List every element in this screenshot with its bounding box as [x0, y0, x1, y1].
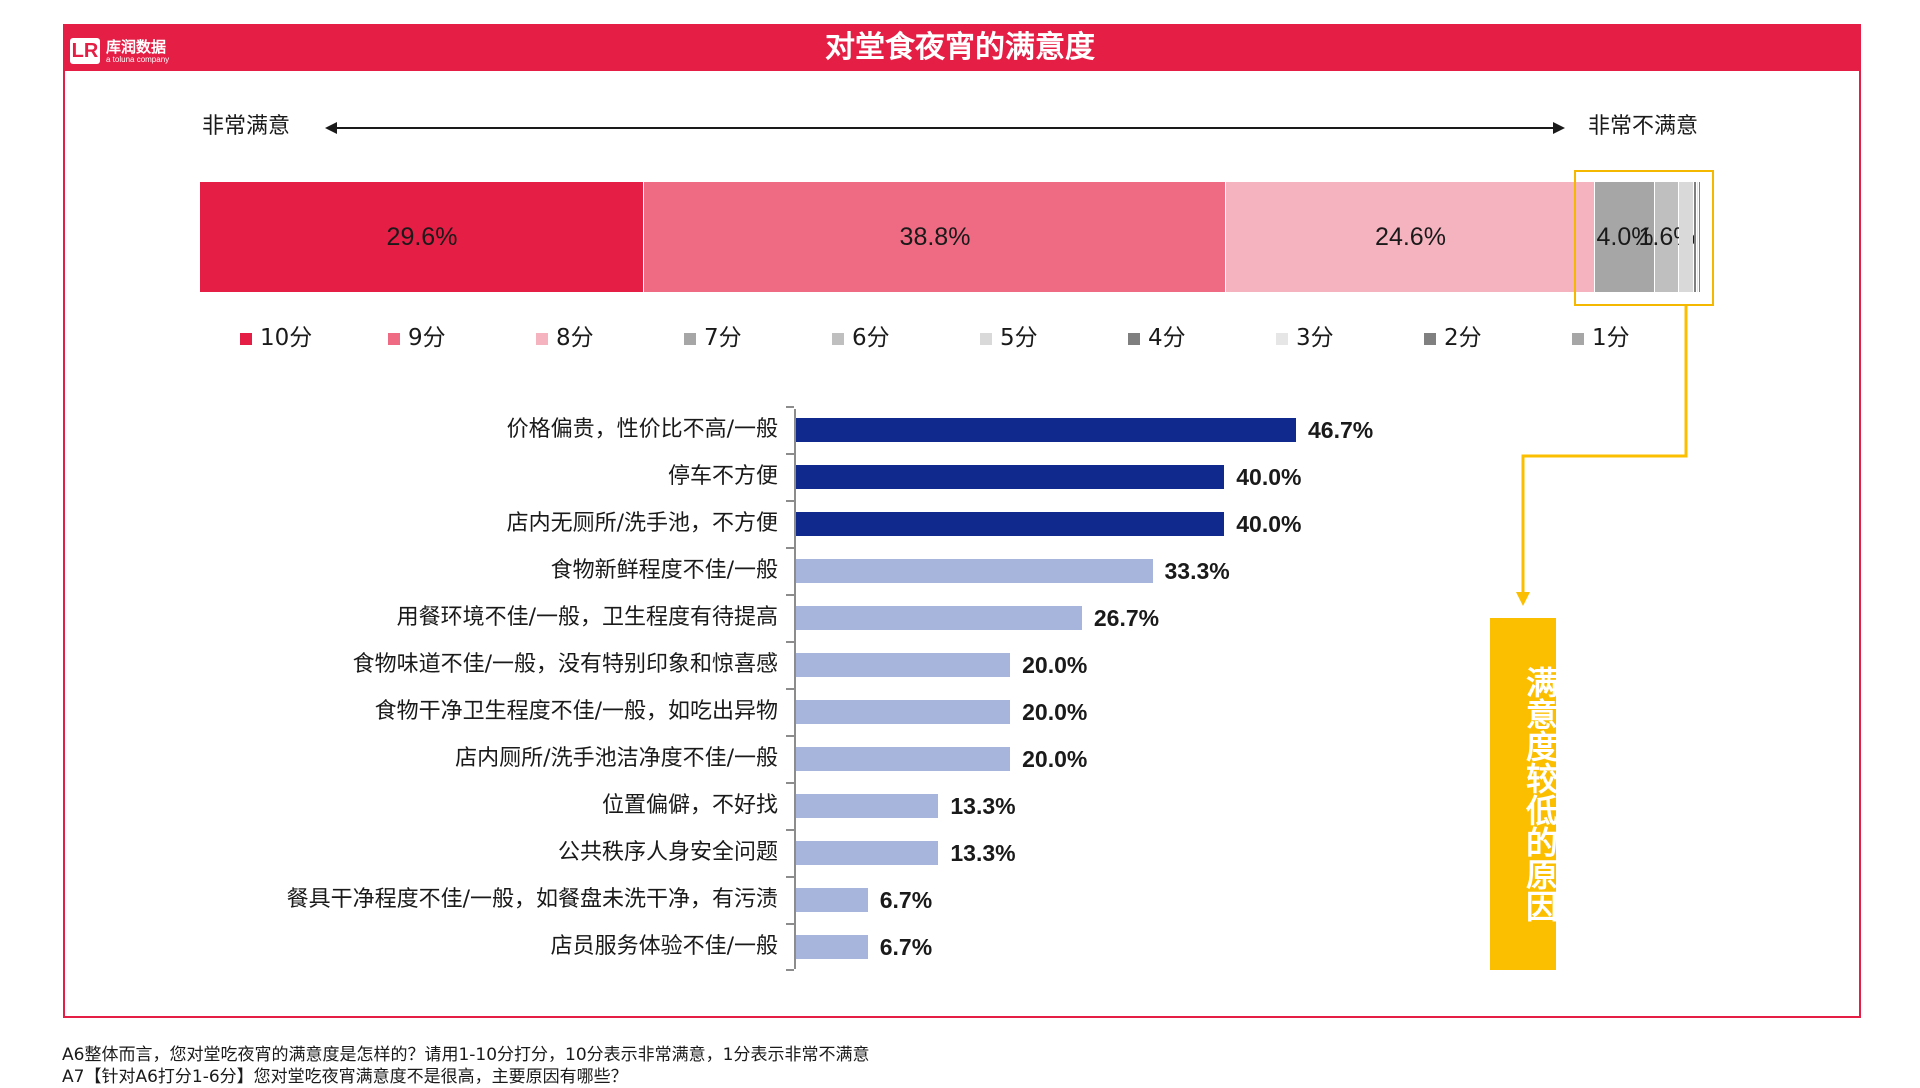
- stacked-segment-6分: [1655, 182, 1678, 292]
- category-label: 停车不方便: [667, 464, 778, 489]
- stacked-segment-5分: [1679, 182, 1693, 292]
- category-label: 店内厕所/洗手池洁净度不佳/一般: [455, 746, 778, 771]
- reasons-callout-wrap: 满意度较低的原因: [1490, 618, 1559, 970]
- legend-label: 2分: [1444, 325, 1482, 351]
- legend-swatch: [684, 333, 696, 345]
- axis-tick: [786, 547, 794, 549]
- axis-tick: [786, 453, 794, 455]
- reason-value-label: 13.3%: [950, 793, 1016, 819]
- reason-bar: [796, 794, 939, 818]
- reason-value-label: 40.0%: [1236, 511, 1302, 537]
- legend-swatch: [1128, 333, 1140, 345]
- reason-value-label: 46.7%: [1308, 417, 1374, 443]
- reason-bar: [796, 559, 1153, 583]
- legend-swatch: [240, 333, 252, 345]
- y-axis-line: [794, 409, 796, 969]
- stacked-value-label: 29.6%: [386, 223, 458, 251]
- reason-bar: [796, 418, 1296, 442]
- category-label: 食物味道不佳/一般，没有特别印象和惊喜感: [352, 652, 778, 677]
- stacked-segment-2分: [1698, 182, 1699, 292]
- satisfaction-stacked-bar: 29.6% 38.8% 24.6% 4.0% 1.6%: [200, 182, 1700, 292]
- reason-value-label: 33.3%: [1164, 558, 1230, 584]
- legend-label: 3分: [1296, 325, 1334, 351]
- logo-text: 库润数据: [106, 38, 167, 56]
- reason-value-label: 26.7%: [1093, 605, 1160, 631]
- reason-bar: [796, 653, 1011, 677]
- axis-tick: [786, 923, 794, 925]
- legend-swatch: [536, 333, 548, 345]
- stacked-segment-9分: [644, 182, 1225, 292]
- low-score-highlight-box: [1574, 170, 1714, 306]
- reason-bar: [796, 935, 868, 959]
- footnote-a7: A7【针对A6打分1-6分】您对堂吃夜宵满意度不是很高，主要原因有哪些？: [62, 1067, 628, 1087]
- axis-tick: [786, 735, 794, 737]
- category-label: 食物干净卫生程度不佳/一般，如吃出异物: [374, 699, 778, 724]
- header-bar: [63, 24, 1861, 71]
- category-label: 店员服务体验不佳/一般: [550, 934, 778, 959]
- legend-swatch: [388, 333, 400, 345]
- legend-swatch: [980, 333, 992, 345]
- reason-value-label: 6.7%: [879, 887, 933, 913]
- axis-tick: [786, 406, 794, 408]
- legend-label: 1分: [1592, 325, 1630, 351]
- legend-label: 5分: [1000, 325, 1038, 351]
- reason-bar: [796, 841, 939, 865]
- logo: LR 库润数据 a toluna company: [70, 36, 200, 66]
- reason-value-label: 40.0%: [1236, 464, 1302, 490]
- category-label: 餐具干净程度不佳/一般，如餐盘未洗干净，有污渍: [286, 887, 778, 912]
- legend-label: 6分: [852, 325, 890, 351]
- legend-label: 7分: [704, 325, 742, 351]
- legend-label: 10分: [260, 325, 313, 351]
- scale-left-label: 非常满意: [202, 114, 291, 139]
- category-label: 用餐环境不佳/一般，卫生程度有待提高: [396, 605, 778, 630]
- category-label: 食物新鲜程度不佳/一般: [550, 558, 778, 583]
- axis-tick: [786, 829, 794, 831]
- reason-value-label: 6.7%: [879, 934, 933, 960]
- stacked-segment-4分: [1694, 182, 1696, 292]
- axis-tick: [786, 969, 794, 971]
- footnote-a6: A6整体而言，您对堂吃夜宵的满意度是怎样的？请用1-10分打分，10分表示非常满…: [62, 1045, 870, 1065]
- page-title: 对堂食夜宵的满意度: [825, 30, 1095, 65]
- stacked-value-label: 38.8%: [899, 223, 971, 251]
- reason-value-label: 20.0%: [1022, 746, 1088, 772]
- reason-bar: [796, 606, 1082, 630]
- legend-label: 8分: [556, 325, 594, 351]
- legend-swatch: [832, 333, 844, 345]
- stacked-value-label: 4.0%: [1596, 223, 1654, 251]
- reason-value-label: 13.3%: [950, 840, 1016, 866]
- axis-tick: [786, 782, 794, 784]
- reason-bar: [796, 700, 1011, 724]
- legend-label: 4分: [1148, 325, 1186, 351]
- logo-subtext: a toluna company: [106, 55, 170, 64]
- reason-value-label: 20.0%: [1022, 699, 1088, 725]
- legend-swatch: [1424, 333, 1436, 345]
- axis-tick: [786, 641, 794, 643]
- scale-right-label: 非常不满意: [1588, 114, 1699, 139]
- reasons-callout-box: [1490, 618, 1556, 970]
- stacked-segment-3分: [1697, 182, 1698, 292]
- category-label: 位置偏僻，不好找: [601, 793, 778, 818]
- reason-bar: [796, 747, 1011, 771]
- stacked-segment-7分: [1595, 182, 1654, 292]
- legend-label: 9分: [408, 325, 446, 351]
- stacked-value-label: 24.6%: [1375, 223, 1446, 251]
- axis-tick: [786, 594, 794, 596]
- category-label: 价格偏贵，性价比不高/一般: [506, 417, 778, 442]
- category-label: 公共秩序人身安全问题: [557, 840, 778, 865]
- reason-bar: [796, 888, 868, 912]
- logo-mark: LR: [70, 38, 100, 64]
- axis-tick: [786, 500, 794, 502]
- double-arrow-icon: [325, 122, 1565, 134]
- axis-tick: [786, 688, 794, 690]
- reasons-callout-text: 满意度较低的原因: [1521, 666, 1559, 922]
- category-label: 店内无厕所/洗手池，不方便: [506, 511, 778, 536]
- legend-swatch: [1276, 333, 1288, 345]
- axis-tick: [786, 876, 794, 878]
- reason-bar: [796, 465, 1225, 489]
- stacked-segment-10分: [200, 182, 643, 292]
- stacked-segment-8分: [1226, 182, 1594, 292]
- reason-bar: [796, 512, 1225, 536]
- legend-swatch: [1572, 333, 1584, 345]
- reason-value-label: 20.0%: [1022, 652, 1088, 678]
